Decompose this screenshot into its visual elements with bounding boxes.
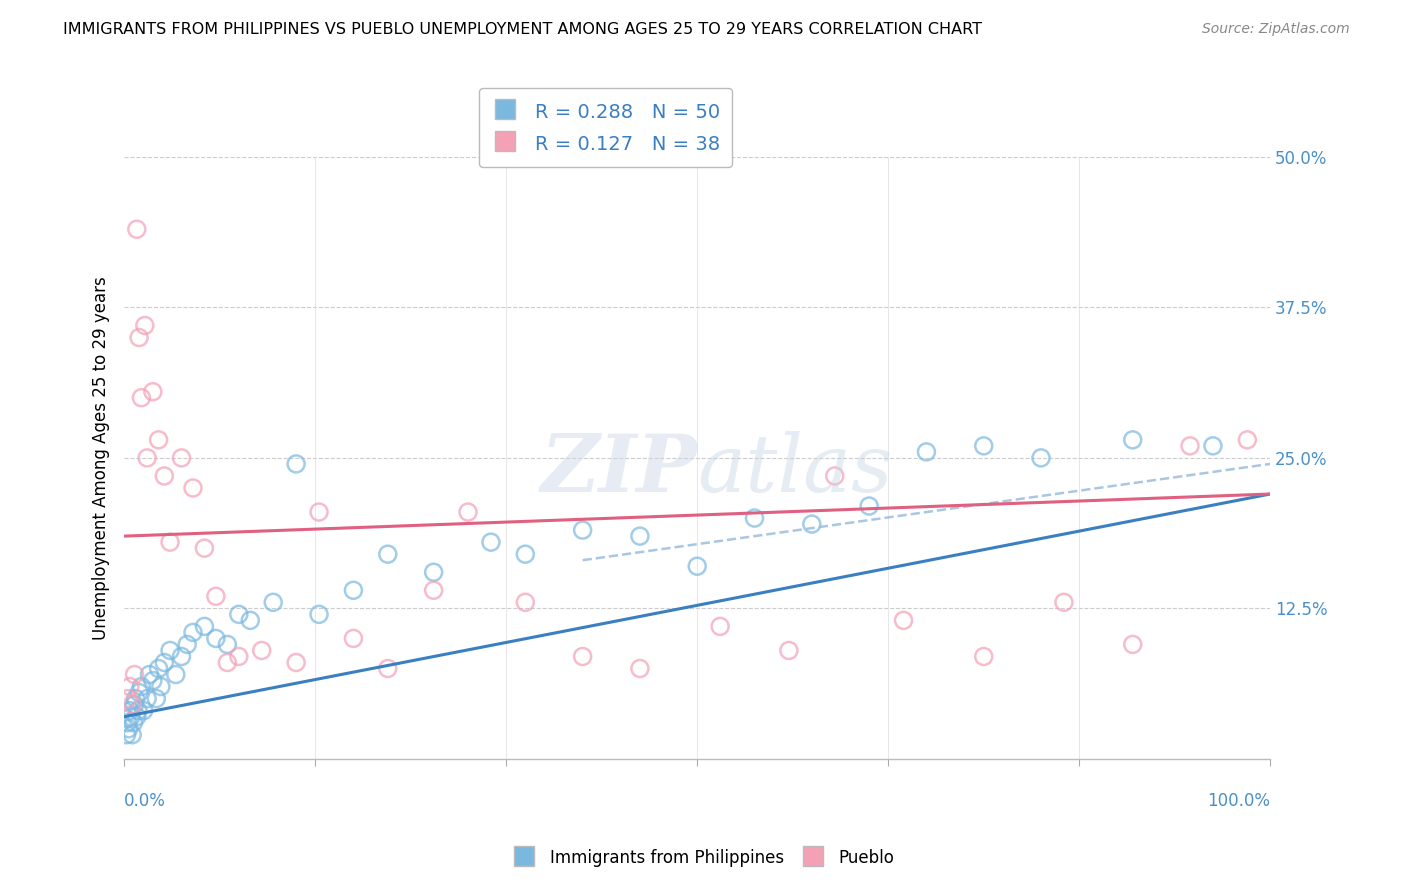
Y-axis label: Unemployment Among Ages 25 to 29 years: Unemployment Among Ages 25 to 29 years: [93, 276, 110, 640]
Point: [973, 439, 995, 453]
Point: [125, 691, 148, 706]
Point: [118, 722, 141, 736]
Point: [308, 505, 330, 519]
Point: [285, 656, 308, 670]
Point: [228, 649, 250, 664]
Point: [377, 547, 399, 561]
Point: [145, 691, 167, 706]
Point: [973, 649, 995, 664]
Point: [1122, 433, 1144, 447]
Point: [1178, 439, 1201, 453]
Point: [176, 637, 198, 651]
Point: [153, 469, 176, 483]
Point: [628, 529, 651, 543]
Point: [1202, 439, 1225, 453]
Point: [205, 590, 228, 604]
Point: [217, 637, 239, 651]
Point: [893, 613, 915, 627]
Point: [239, 613, 262, 627]
Point: [1122, 637, 1144, 651]
Point: [124, 667, 146, 681]
Point: [342, 583, 364, 598]
Point: [262, 595, 284, 609]
Point: [131, 391, 153, 405]
Point: [193, 541, 215, 556]
Text: 100.0%: 100.0%: [1208, 792, 1270, 810]
Point: [800, 517, 823, 532]
Point: [124, 698, 146, 712]
Point: [515, 595, 537, 609]
Point: [127, 704, 149, 718]
Point: [131, 680, 153, 694]
Point: [915, 445, 938, 459]
Point: [377, 661, 399, 675]
Point: [686, 559, 709, 574]
Point: [778, 643, 800, 657]
Point: [515, 547, 537, 561]
Point: [132, 704, 155, 718]
Point: [457, 505, 479, 519]
Point: [142, 384, 165, 399]
Point: [858, 499, 880, 513]
Point: [217, 656, 239, 670]
Text: 0.0%: 0.0%: [124, 792, 166, 810]
Point: [121, 728, 143, 742]
Point: [142, 673, 165, 688]
Point: [125, 222, 148, 236]
Point: [159, 643, 181, 657]
Point: [118, 680, 141, 694]
Point: [120, 709, 142, 723]
Point: [709, 619, 731, 633]
Text: ZIP: ZIP: [540, 431, 697, 508]
Point: [571, 523, 593, 537]
Text: Source: ZipAtlas.com: Source: ZipAtlas.com: [1202, 22, 1350, 37]
Point: [165, 667, 187, 681]
Point: [117, 715, 139, 730]
Point: [422, 566, 444, 580]
Point: [422, 583, 444, 598]
Point: [1236, 433, 1258, 447]
Point: [308, 607, 330, 622]
Point: [128, 685, 150, 699]
Point: [148, 433, 170, 447]
Point: [285, 457, 308, 471]
Point: [744, 511, 766, 525]
Point: [148, 661, 170, 675]
Point: [118, 704, 141, 718]
Point: [181, 481, 204, 495]
Point: [170, 649, 193, 664]
Point: [193, 619, 215, 633]
Point: [134, 318, 156, 333]
Point: [115, 728, 138, 742]
Point: [479, 535, 502, 549]
Point: [159, 535, 181, 549]
Point: [824, 469, 846, 483]
Point: [136, 691, 159, 706]
Text: atlas: atlas: [697, 431, 893, 508]
Legend: Immigrants from Philippines, Pueblo: Immigrants from Philippines, Pueblo: [505, 841, 901, 875]
Point: [125, 709, 148, 723]
Point: [122, 715, 145, 730]
Text: IMMIGRANTS FROM PHILIPPINES VS PUEBLO UNEMPLOYMENT AMONG AGES 25 TO 29 YEARS COR: IMMIGRANTS FROM PHILIPPINES VS PUEBLO UN…: [63, 22, 983, 37]
Point: [342, 632, 364, 646]
Point: [1029, 450, 1052, 465]
Point: [628, 661, 651, 675]
Point: [138, 667, 160, 681]
Point: [153, 656, 176, 670]
Point: [1053, 595, 1076, 609]
Legend: R = 0.288   N = 50, R = 0.127   N = 38: R = 0.288 N = 50, R = 0.127 N = 38: [479, 88, 733, 167]
Point: [228, 607, 250, 622]
Point: [149, 680, 172, 694]
Point: [128, 330, 150, 344]
Point: [136, 450, 159, 465]
Point: [571, 649, 593, 664]
Point: [250, 643, 273, 657]
Point: [205, 632, 228, 646]
Point: [121, 698, 143, 712]
Point: [181, 625, 204, 640]
Point: [170, 450, 193, 465]
Point: [117, 691, 139, 706]
